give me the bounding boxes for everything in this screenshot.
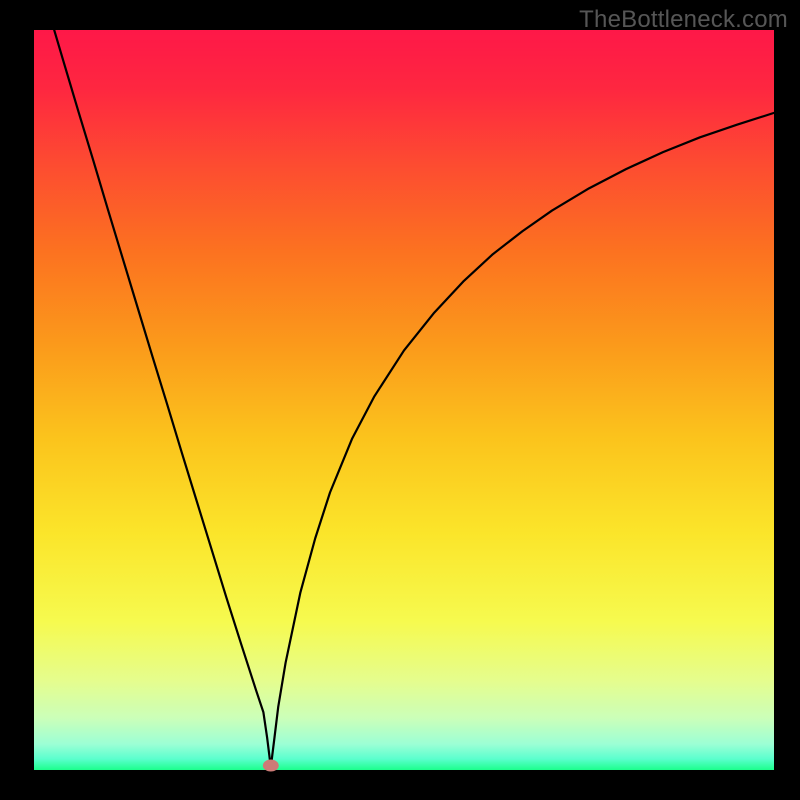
plot-background bbox=[34, 30, 774, 770]
bottleneck-chart bbox=[0, 0, 800, 800]
chart-container: TheBottleneck.com bbox=[0, 0, 800, 800]
optimum-marker bbox=[263, 760, 279, 772]
watermark-text: TheBottleneck.com bbox=[579, 6, 788, 34]
